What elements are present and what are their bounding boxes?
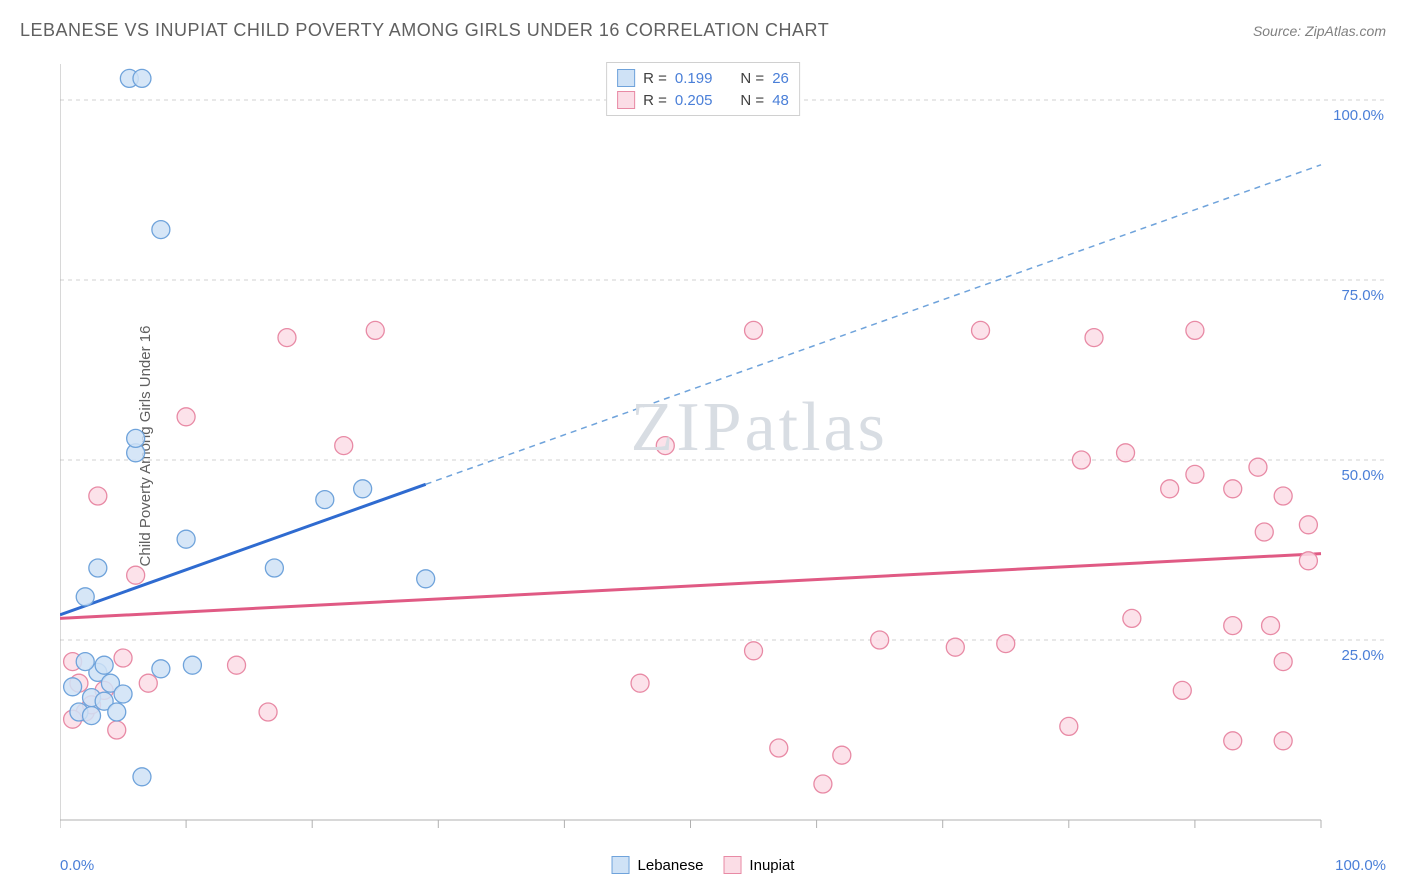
- x-axis-min-label: 0.0%: [60, 857, 94, 874]
- legend-bottom-item: Lebanese: [612, 856, 704, 874]
- legend-top-row: R = 0.199 N = 26: [617, 67, 789, 89]
- legend-r-value: 0.205: [675, 92, 713, 109]
- svg-text:50.0%: 50.0%: [1341, 467, 1384, 484]
- legend-r-label: R =: [643, 92, 667, 109]
- legend-swatch: [612, 856, 630, 874]
- legend-bottom-item: Inupiat: [723, 856, 794, 874]
- chart-header: LEBANESE VS INUPIAT CHILD POVERTY AMONG …: [20, 20, 1386, 41]
- svg-text:100.0%: 100.0%: [1333, 107, 1384, 124]
- legend-swatch: [723, 856, 741, 874]
- legend-bottom-label: Inupiat: [749, 857, 794, 874]
- legend-bottom-label: Lebanese: [638, 857, 704, 874]
- svg-text:75.0%: 75.0%: [1341, 287, 1384, 304]
- legend-swatch: [617, 91, 635, 109]
- legend-n-value: 48: [772, 92, 789, 109]
- chart-title: LEBANESE VS INUPIAT CHILD POVERTY AMONG …: [20, 20, 829, 41]
- legend-n-value: 26: [772, 70, 789, 87]
- svg-text:25.0%: 25.0%: [1341, 647, 1384, 664]
- legend-r-label: R =: [643, 70, 667, 87]
- scatter-chart-svg: 25.0% 50.0% 75.0% 100.0%: [60, 60, 1386, 842]
- legend-r-value: 0.199: [675, 70, 713, 87]
- chart-plot-area: 25.0% 50.0% 75.0% 100.0%: [60, 60, 1386, 842]
- x-axis-max-label: 100.0%: [1335, 857, 1386, 874]
- legend-top: R = 0.199 N = 26 R = 0.205 N = 48: [606, 62, 800, 116]
- legend-swatch: [617, 69, 635, 87]
- legend-bottom: Lebanese Inupiat: [612, 856, 795, 874]
- legend-top-row: R = 0.205 N = 48: [617, 89, 789, 111]
- chart-source: Source: ZipAtlas.com: [1253, 23, 1386, 39]
- legend-n-label: N =: [740, 70, 764, 87]
- legend-n-label: N =: [740, 92, 764, 109]
